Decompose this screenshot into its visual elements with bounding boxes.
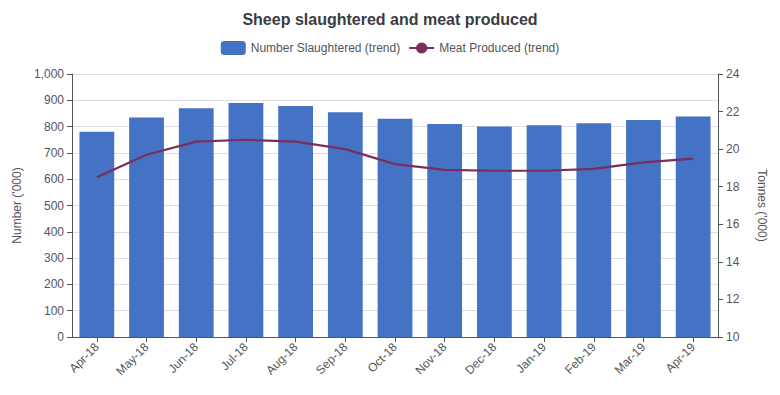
svg-text:400: 400 [44, 225, 64, 239]
svg-text:Aug-18: Aug-18 [263, 340, 300, 377]
svg-text:900: 900 [44, 93, 64, 107]
svg-text:200: 200 [44, 277, 64, 291]
svg-text:18: 18 [726, 180, 740, 194]
svg-text:12: 12 [726, 292, 740, 306]
svg-text:Number ('000): Number ('000) [10, 167, 24, 243]
svg-text:Apr-18: Apr-18 [66, 340, 102, 376]
svg-text:16: 16 [726, 217, 740, 231]
svg-text:Oct-18: Oct-18 [365, 340, 401, 376]
svg-text:1,000: 1,000 [34, 67, 64, 81]
svg-text:Jun-18: Jun-18 [165, 340, 201, 376]
svg-text:Sheep slaughtered and meat pro: Sheep slaughtered and meat produced [242, 11, 537, 28]
svg-text:24: 24 [726, 67, 740, 81]
svg-text:14: 14 [726, 255, 740, 269]
svg-text:Feb-19: Feb-19 [562, 340, 599, 377]
svg-text:Number Slaughtered (trend): Number Slaughtered (trend) [251, 41, 400, 55]
svg-text:700: 700 [44, 146, 64, 160]
svg-text:Nov-18: Nov-18 [412, 340, 449, 377]
svg-text:May-18: May-18 [113, 340, 151, 378]
svg-text:Meat Produced (trend): Meat Produced (trend) [439, 41, 559, 55]
svg-text:500: 500 [44, 199, 64, 213]
svg-text:0: 0 [57, 330, 64, 344]
svg-text:300: 300 [44, 251, 64, 265]
svg-text:Jul-18: Jul-18 [218, 340, 251, 373]
svg-text:Sep-18: Sep-18 [313, 340, 350, 377]
svg-text:20: 20 [726, 142, 740, 156]
svg-text:100: 100 [44, 304, 64, 318]
svg-text:600: 600 [44, 172, 64, 186]
svg-text:Apr-19: Apr-19 [663, 340, 699, 376]
svg-text:Tonnes ('000): Tonnes ('000) [755, 169, 769, 241]
svg-text:Mar-19: Mar-19 [612, 340, 649, 377]
svg-text:22: 22 [726, 105, 740, 119]
svg-text:800: 800 [44, 120, 64, 134]
svg-text:Dec-18: Dec-18 [462, 340, 499, 377]
svg-text:Jan-19: Jan-19 [513, 340, 549, 376]
svg-text:10: 10 [726, 330, 740, 344]
